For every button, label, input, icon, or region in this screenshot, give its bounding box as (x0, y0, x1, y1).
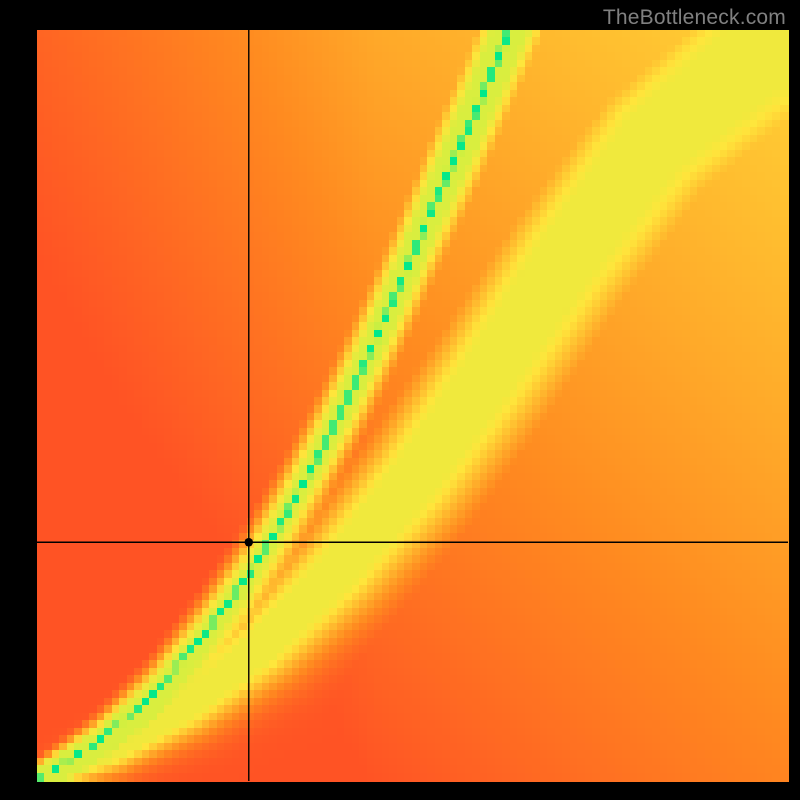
watermark-text: TheBottleneck.com (603, 6, 786, 30)
chart-frame: TheBottleneck.com (0, 0, 800, 800)
bottleneck-heatmap (0, 0, 800, 800)
